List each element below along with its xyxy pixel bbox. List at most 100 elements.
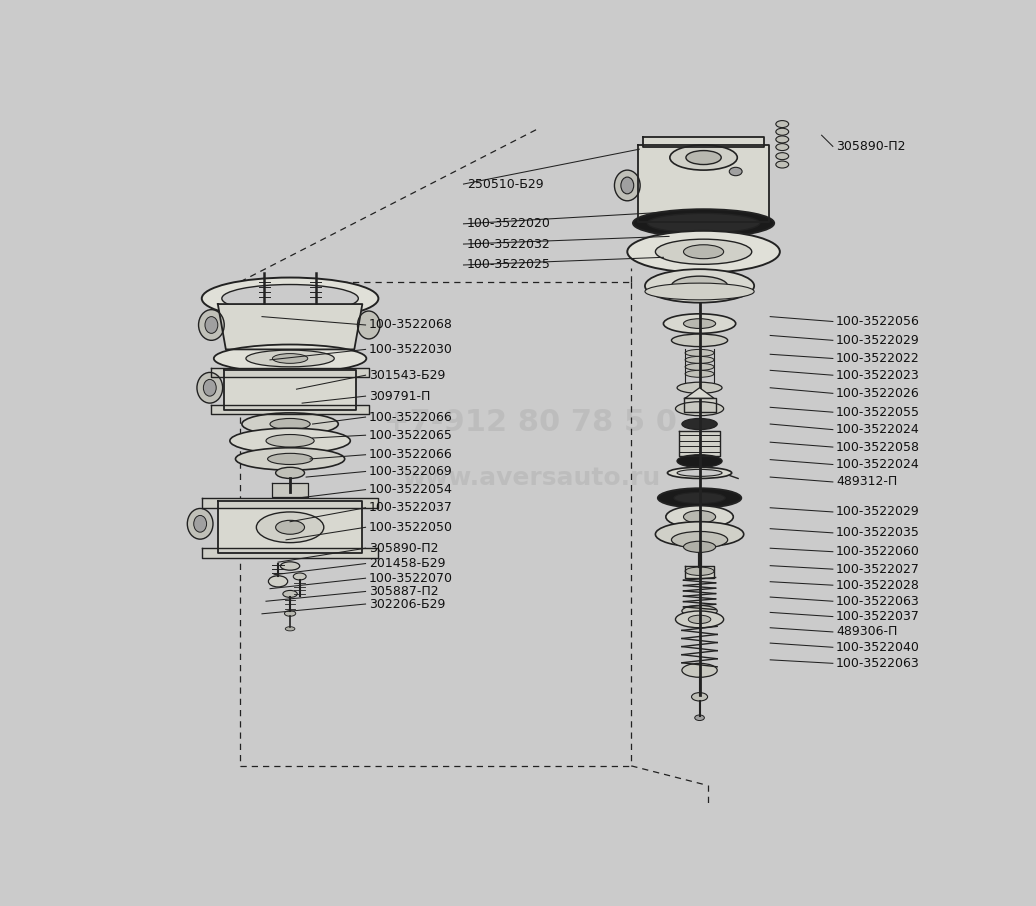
Ellipse shape [666, 506, 733, 528]
Text: 309791-П: 309791-П [369, 390, 430, 402]
Polygon shape [211, 368, 369, 377]
Text: 301543-Б29: 301543-Б29 [369, 369, 445, 381]
Ellipse shape [268, 576, 288, 587]
Polygon shape [643, 137, 764, 147]
Text: 100-3522050: 100-3522050 [369, 521, 453, 534]
Ellipse shape [628, 231, 780, 273]
Text: 100-3522023: 100-3522023 [836, 369, 920, 381]
Ellipse shape [656, 239, 752, 265]
Ellipse shape [695, 715, 704, 720]
Ellipse shape [692, 692, 708, 701]
Ellipse shape [776, 136, 788, 143]
Ellipse shape [235, 448, 345, 470]
Ellipse shape [621, 177, 634, 194]
Ellipse shape [188, 508, 213, 539]
Ellipse shape [682, 663, 717, 678]
Ellipse shape [678, 382, 722, 393]
Ellipse shape [203, 380, 217, 396]
Text: 100-3522026: 100-3522026 [836, 387, 920, 400]
Ellipse shape [684, 245, 723, 259]
Text: 100-3522025: 100-3522025 [466, 258, 550, 272]
Ellipse shape [776, 161, 788, 168]
Ellipse shape [670, 145, 738, 170]
Ellipse shape [645, 283, 754, 300]
Ellipse shape [614, 170, 640, 201]
Polygon shape [685, 565, 714, 577]
Text: 100-3522065: 100-3522065 [369, 429, 453, 442]
Polygon shape [680, 431, 720, 456]
Text: 100-3522063: 100-3522063 [836, 594, 920, 608]
Text: 305890-П2: 305890-П2 [369, 542, 438, 554]
Text: +7-912 80 78 5 0: +7-912 80 78 5 0 [384, 408, 678, 438]
Ellipse shape [675, 611, 723, 628]
Ellipse shape [684, 511, 716, 523]
Ellipse shape [285, 611, 295, 616]
Text: 100-3522022: 100-3522022 [836, 352, 920, 365]
Text: 100-3522068: 100-3522068 [369, 319, 453, 332]
Ellipse shape [242, 413, 338, 435]
Text: 250510-Б29: 250510-Б29 [466, 178, 543, 190]
Polygon shape [684, 399, 716, 412]
Ellipse shape [685, 350, 714, 356]
Text: 489312-П: 489312-П [836, 476, 897, 488]
Ellipse shape [202, 277, 378, 320]
Ellipse shape [671, 276, 727, 295]
Ellipse shape [685, 363, 714, 371]
Ellipse shape [205, 316, 218, 333]
Text: 100-3522040: 100-3522040 [836, 641, 920, 654]
Ellipse shape [283, 591, 297, 597]
Polygon shape [202, 548, 378, 557]
Ellipse shape [685, 356, 714, 363]
Ellipse shape [673, 493, 725, 504]
Ellipse shape [682, 605, 717, 617]
Text: 305887-П2: 305887-П2 [369, 585, 438, 598]
Text: 100-3522063: 100-3522063 [836, 657, 920, 670]
Ellipse shape [776, 120, 788, 128]
Polygon shape [211, 404, 369, 414]
Text: 489306-П: 489306-П [836, 625, 897, 639]
Text: 100-3522070: 100-3522070 [369, 572, 453, 584]
Ellipse shape [357, 311, 380, 339]
Ellipse shape [194, 516, 206, 532]
Text: 100-3522037: 100-3522037 [836, 610, 920, 623]
Ellipse shape [729, 168, 742, 176]
Text: 100-3522060: 100-3522060 [836, 545, 920, 558]
Ellipse shape [270, 419, 310, 429]
Text: 100-3522056: 100-3522056 [836, 315, 920, 328]
Text: 100-3522029: 100-3522029 [836, 333, 920, 347]
Ellipse shape [776, 129, 788, 135]
Ellipse shape [667, 467, 731, 478]
Ellipse shape [199, 310, 224, 341]
Text: 100-3522024: 100-3522024 [836, 458, 920, 471]
Ellipse shape [685, 371, 714, 377]
Text: 100-3522054: 100-3522054 [369, 483, 453, 496]
Text: 100-3522058: 100-3522058 [836, 440, 920, 454]
Ellipse shape [222, 284, 358, 313]
Ellipse shape [678, 469, 722, 477]
Text: 100-3522032: 100-3522032 [466, 237, 550, 251]
Text: 100-3522055: 100-3522055 [836, 406, 920, 419]
Ellipse shape [276, 520, 305, 535]
Ellipse shape [213, 344, 367, 372]
Text: 100-3522066: 100-3522066 [369, 448, 453, 461]
Ellipse shape [675, 401, 723, 416]
Polygon shape [272, 483, 308, 496]
Ellipse shape [293, 573, 307, 580]
Text: 100-3522037: 100-3522037 [369, 501, 453, 515]
Text: 100-3522020: 100-3522020 [466, 217, 550, 230]
Polygon shape [218, 304, 363, 350]
Polygon shape [638, 145, 770, 222]
Ellipse shape [648, 214, 759, 233]
Ellipse shape [645, 269, 754, 303]
Polygon shape [218, 501, 363, 554]
Polygon shape [224, 371, 356, 410]
Text: 100-3522024: 100-3522024 [836, 423, 920, 436]
Text: 100-3522066: 100-3522066 [369, 410, 453, 424]
Ellipse shape [246, 350, 335, 367]
Polygon shape [202, 498, 378, 508]
Text: 201458-Б29: 201458-Б29 [369, 557, 445, 570]
Ellipse shape [230, 429, 350, 453]
Ellipse shape [266, 435, 314, 447]
Ellipse shape [776, 153, 788, 159]
Ellipse shape [684, 541, 716, 553]
